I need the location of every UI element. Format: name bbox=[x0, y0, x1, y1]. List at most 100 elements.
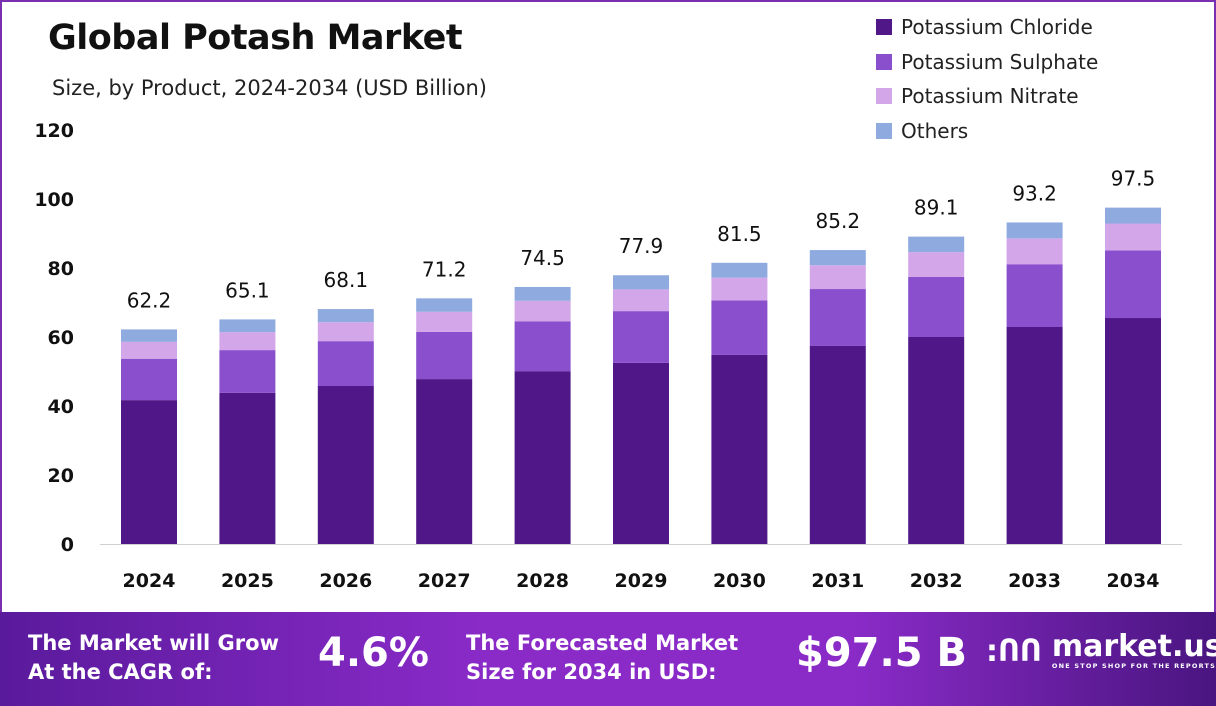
data-label: 85.2 bbox=[816, 209, 861, 233]
x-tick-label: 2030 bbox=[713, 570, 766, 592]
bar-segment bbox=[121, 400, 177, 544]
cagr-label: The Market will Grow At the CAGR of: bbox=[28, 629, 279, 687]
bar-segment bbox=[613, 289, 669, 312]
bar-segment bbox=[908, 236, 965, 253]
logo-tagline: ONE STOP SHOP FOR THE REPORTS bbox=[1051, 662, 1216, 670]
bar-segment bbox=[121, 329, 177, 342]
x-tick-label: 2029 bbox=[615, 570, 668, 592]
bar-segment bbox=[1006, 222, 1063, 239]
legend-label: Potassium Chloride bbox=[901, 15, 1093, 40]
legend-item: Potassium Chloride bbox=[876, 10, 1098, 45]
y-tick-label: 40 bbox=[48, 396, 74, 418]
bar-segment bbox=[809, 289, 866, 346]
bar-segment bbox=[711, 262, 768, 278]
cagr-value: 4.6% bbox=[318, 630, 429, 676]
bar-segment bbox=[121, 358, 177, 401]
chart-title: Global Potash Market bbox=[48, 18, 463, 58]
bar-segment bbox=[908, 276, 965, 337]
y-tick-label: 120 bbox=[34, 120, 74, 142]
bar-segment bbox=[416, 311, 473, 332]
cagr-label-line: The Market will Grow bbox=[28, 631, 279, 655]
bar-segment bbox=[317, 385, 374, 544]
data-label: 62.2 bbox=[127, 288, 172, 312]
bar-segment bbox=[219, 350, 276, 393]
data-label: 77.9 bbox=[619, 234, 664, 258]
y-tick-label: 20 bbox=[48, 465, 74, 487]
bar-segment bbox=[809, 345, 866, 544]
data-label: 81.5 bbox=[717, 222, 762, 246]
bar-segment bbox=[514, 286, 571, 301]
bar-segment bbox=[416, 331, 473, 380]
logo-name: market.us bbox=[1051, 629, 1216, 664]
legend: Potassium Chloride Potassium Sulphate Po… bbox=[876, 10, 1098, 148]
bar-segment bbox=[711, 277, 768, 301]
x-tick-label: 2025 bbox=[221, 570, 274, 592]
data-label: 65.1 bbox=[225, 278, 270, 302]
x-tick-label: 2033 bbox=[1008, 570, 1061, 592]
forecast-value: $97.5 B bbox=[796, 630, 967, 676]
y-tick-label: 100 bbox=[34, 189, 74, 211]
x-tick-label: 2034 bbox=[1107, 570, 1160, 592]
bar-segment bbox=[317, 322, 374, 342]
bar-segment bbox=[711, 354, 768, 544]
legend-label: Potassium Sulphate bbox=[901, 49, 1099, 74]
x-tick-label: 2028 bbox=[516, 570, 569, 592]
bar-segment bbox=[219, 332, 276, 351]
chart-subtitle: Size, by Product, 2024-2034 (USD Billion… bbox=[52, 76, 487, 100]
legend-item: Others bbox=[876, 114, 1098, 149]
data-label: 71.2 bbox=[422, 257, 467, 281]
legend-swatch bbox=[876, 88, 892, 105]
legend-item: Potassium Sulphate bbox=[876, 45, 1098, 80]
bar-segment bbox=[613, 275, 669, 290]
x-tick-label: 2026 bbox=[319, 570, 372, 592]
legend-item: Potassium Nitrate bbox=[876, 79, 1098, 114]
x-tick-label: 2027 bbox=[418, 570, 471, 592]
bar-segment bbox=[1006, 238, 1063, 265]
bar-segment bbox=[514, 300, 571, 322]
bar-segment bbox=[121, 341, 177, 359]
bar-segment bbox=[219, 392, 276, 544]
chart-frame bbox=[0, 0, 1216, 612]
bar-segment bbox=[809, 250, 866, 266]
footer-banner: The Market will Grow At the CAGR of: 4.6… bbox=[0, 612, 1216, 706]
bar-segment bbox=[613, 311, 669, 363]
bar-segment bbox=[1006, 326, 1063, 544]
forecast-label-line: The Forecasted Market bbox=[466, 631, 739, 655]
data-label: 93.2 bbox=[1012, 181, 1057, 205]
bar-segment bbox=[711, 300, 768, 355]
y-tick-label: 0 bbox=[61, 534, 74, 556]
x-tick-label: 2031 bbox=[811, 570, 864, 592]
data-label: 68.1 bbox=[324, 268, 369, 292]
bar-segment bbox=[1105, 318, 1161, 544]
cagr-label-line: At the CAGR of: bbox=[28, 660, 213, 684]
legend-swatch bbox=[876, 53, 892, 70]
data-label: 89.1 bbox=[914, 196, 959, 220]
logo-mark-icon: :ՈՈ bbox=[986, 633, 1042, 669]
forecast-label-line: Size for 2034 in USD: bbox=[466, 660, 717, 684]
bar-segment bbox=[514, 371, 571, 544]
legend-swatch bbox=[876, 19, 892, 36]
forecast-label: The Forecasted Market Size for 2034 in U… bbox=[466, 629, 738, 687]
legend-label: Potassium Nitrate bbox=[901, 84, 1079, 109]
bar-segment bbox=[1105, 250, 1161, 319]
bar-segment bbox=[908, 337, 965, 544]
bar-segment bbox=[514, 321, 571, 372]
bar-segment bbox=[1006, 264, 1063, 327]
bar-segment bbox=[416, 298, 473, 312]
bar-segment bbox=[317, 341, 374, 386]
data-label: 74.5 bbox=[520, 246, 565, 270]
legend-label: Others bbox=[901, 118, 969, 143]
market-us-logo: :ՈՈ market.us ONE STOP SHOP FOR THE REPO… bbox=[986, 629, 1216, 671]
y-tick-label: 80 bbox=[48, 258, 74, 280]
bar-segment bbox=[416, 379, 473, 544]
y-tick-label: 60 bbox=[48, 327, 74, 349]
bar-segment bbox=[1105, 207, 1161, 224]
x-tick-label: 2024 bbox=[123, 570, 176, 592]
bar-segment bbox=[1105, 223, 1161, 251]
bar-segment bbox=[317, 309, 374, 323]
stacked-bar-chart: 0 20 40 60 80 100 120 62.2 2024 65.1 2025 68.1 2026 7… bbox=[34, 120, 1182, 592]
bar-segment bbox=[908, 252, 965, 277]
data-label: 97.5 bbox=[1111, 167, 1156, 191]
bar-segment bbox=[219, 319, 276, 333]
bar-segment bbox=[809, 265, 866, 290]
